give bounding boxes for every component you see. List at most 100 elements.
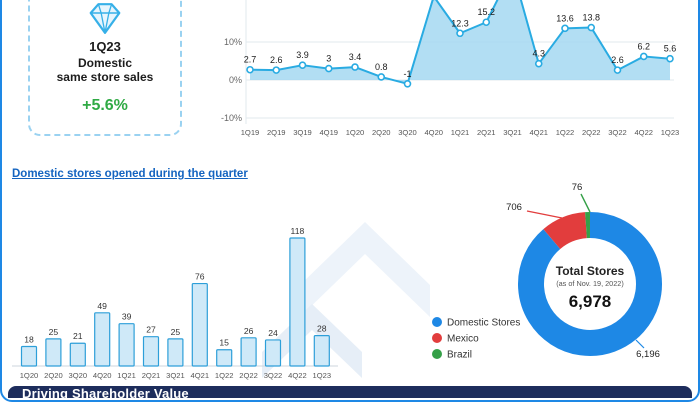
y-tick-label: 10%	[224, 37, 242, 47]
data-point	[352, 64, 358, 70]
data-point	[300, 62, 306, 68]
x-tick-label: 4Q20	[424, 128, 443, 137]
data-point	[378, 74, 384, 80]
bar	[22, 346, 37, 366]
x-tick-label: 1Q23	[313, 371, 332, 380]
x-tick-label: 1Q21	[117, 371, 136, 380]
x-tick-label: 2Q19	[267, 128, 286, 137]
bar	[95, 313, 110, 366]
legend-swatch	[432, 349, 442, 359]
bar-value-label: 26	[244, 326, 254, 336]
bar	[119, 324, 134, 366]
bar-value-label: 21	[73, 331, 83, 341]
point-label: 0.8	[375, 62, 388, 72]
bar	[290, 238, 305, 366]
callout-line-brazil	[581, 194, 590, 212]
y-tick-label: -10%	[221, 113, 242, 123]
callout-line-domestic	[636, 340, 644, 348]
same-store-sales-chart: 10%0%-10%2.71Q192.62Q193.93Q1934Q193.41Q…	[210, 0, 680, 140]
x-tick-label: 3Q22	[608, 128, 627, 137]
data-point	[405, 81, 411, 87]
bar	[241, 338, 256, 366]
x-tick-label: 3Q22	[264, 371, 283, 380]
bar-value-label: 24	[268, 328, 278, 338]
callout-value-mexico: 706	[506, 202, 522, 213]
callout-value-brazil: 76	[572, 182, 583, 193]
data-point	[247, 67, 253, 73]
x-tick-label: 4Q22	[288, 371, 307, 380]
data-point	[326, 66, 332, 72]
point-label: 2.7	[244, 55, 257, 65]
x-tick-label: 3Q20	[69, 371, 88, 380]
x-tick-label: 4Q21	[191, 371, 210, 380]
point-label: 5.6	[664, 44, 677, 54]
donut-slice	[552, 225, 586, 239]
sss-title-line2: same store sales	[57, 70, 154, 84]
bar-value-label: 25	[49, 327, 59, 337]
bar	[217, 350, 232, 366]
legend-swatch	[432, 317, 442, 327]
data-point	[273, 67, 279, 73]
point-label: 12.3	[451, 18, 469, 28]
donut-center-title: Total Stores	[556, 264, 625, 278]
point-label: 2.6	[611, 55, 624, 65]
donut-center-subtitle: (as of Nov. 19, 2022)	[556, 279, 624, 288]
x-tick-label: 1Q23	[661, 128, 680, 137]
point-label: -1	[403, 69, 411, 79]
x-tick-label: 1Q20	[346, 128, 365, 137]
data-point	[641, 53, 647, 59]
data-point	[536, 61, 542, 67]
x-tick-label: 3Q21	[503, 128, 522, 137]
point-label: 3.4	[349, 52, 362, 62]
x-tick-label: 3Q21	[166, 371, 185, 380]
x-tick-label: 3Q19	[293, 128, 312, 137]
callout-line-mexico	[527, 211, 562, 218]
point-label: 13.8	[582, 13, 600, 23]
stores-opened-bar-chart: 181Q20252Q20213Q20494Q20391Q21272Q21253Q…	[8, 195, 344, 385]
bar	[168, 339, 183, 366]
data-point	[483, 19, 489, 25]
data-point	[562, 25, 568, 31]
x-tick-label: 4Q19	[319, 128, 338, 137]
legend-label: Brazil	[447, 350, 472, 361]
data-point	[667, 56, 673, 62]
bar-value-label: 27	[146, 325, 156, 335]
section-heading[interactable]: Domestic stores opened during the quarte…	[12, 168, 248, 180]
x-tick-label: 1Q21	[451, 128, 470, 137]
point-label: 15.2	[477, 7, 495, 17]
x-tick-label: 1Q22	[556, 128, 575, 137]
bar-value-label: 18	[24, 334, 34, 344]
bar-value-label: 15	[219, 338, 229, 348]
x-tick-label: 1Q22	[215, 371, 234, 380]
quarter-label: 1Q23	[89, 39, 121, 54]
x-tick-label: 2Q20	[44, 371, 63, 380]
data-point	[615, 67, 621, 73]
x-tick-label: 2Q20	[372, 128, 391, 137]
bar	[46, 339, 61, 366]
legend-label: Mexico	[447, 334, 479, 345]
bar-value-label: 25	[171, 327, 181, 337]
x-tick-label: 1Q19	[241, 128, 260, 137]
footer-banner: Driving Shareholder Value	[8, 386, 692, 398]
gem-icon	[85, 2, 125, 35]
x-tick-label: 4Q21	[529, 128, 548, 137]
bar	[266, 340, 281, 366]
bar	[314, 336, 329, 366]
point-label: 13.6	[556, 13, 574, 23]
footer-title: Driving Shareholder Value	[8, 386, 692, 398]
point-label: 3	[326, 54, 331, 64]
bar-value-label: 118	[291, 226, 305, 236]
bar	[144, 337, 159, 366]
y-tick-label: 0%	[229, 75, 242, 85]
bar-value-label: 28	[317, 324, 327, 334]
x-tick-label: 4Q20	[93, 371, 112, 380]
data-point	[588, 25, 594, 31]
callout-value-domestic: 6,196	[636, 349, 660, 360]
x-tick-label: 2Q21	[142, 371, 161, 380]
bar-value-label: 39	[122, 312, 132, 322]
legend-swatch	[432, 333, 442, 343]
x-tick-label: 2Q22	[239, 371, 258, 380]
x-tick-label: 3Q20	[398, 128, 417, 137]
bar-value-label: 49	[97, 301, 107, 311]
point-label: 2.6	[270, 55, 283, 65]
